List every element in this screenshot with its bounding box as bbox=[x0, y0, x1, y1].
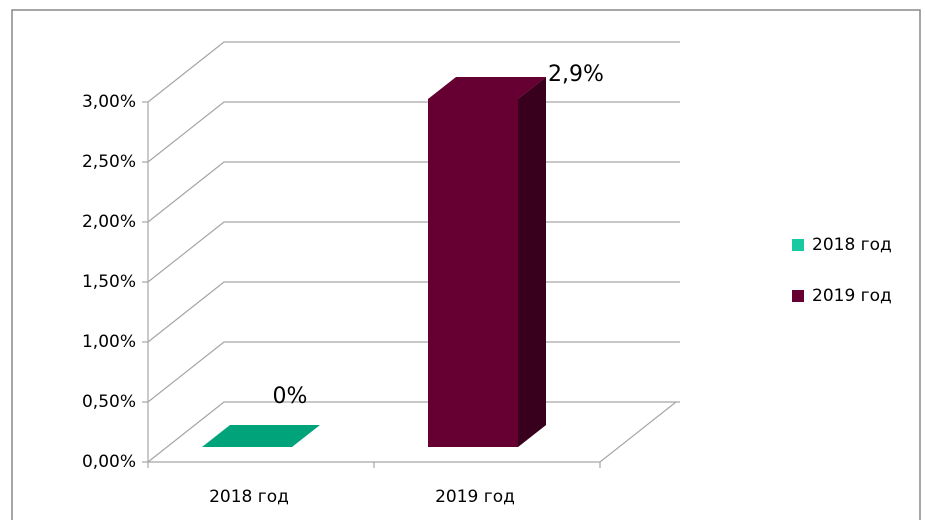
bar-side-shade bbox=[518, 77, 546, 447]
grid-line bbox=[147, 101, 680, 163]
grid-line bbox=[147, 341, 680, 403]
legend-swatch bbox=[792, 290, 804, 302]
bar-side bbox=[518, 77, 546, 447]
bar-top bbox=[202, 425, 320, 447]
y-tick-label: 2,00% bbox=[82, 212, 136, 232]
legend-label: 2018 год bbox=[812, 235, 892, 255]
y-tick-label: 0,50% bbox=[82, 392, 136, 412]
data-label: 0% bbox=[273, 384, 308, 409]
legend-swatch bbox=[792, 239, 804, 251]
grid-line bbox=[147, 41, 680, 103]
x-tick-label: 2019 год bbox=[435, 487, 515, 507]
data-label: 2,9% bbox=[548, 62, 604, 87]
x-tick-label: 2018 год bbox=[209, 487, 289, 507]
y-tick-label: 1,50% bbox=[82, 272, 136, 292]
y-tick-label: 0,00% bbox=[82, 452, 136, 472]
grid-line bbox=[147, 221, 680, 283]
chart-border bbox=[11, 9, 921, 520]
y-tick-label: 1,00% bbox=[82, 332, 136, 352]
grid-line bbox=[147, 281, 680, 343]
bar-top bbox=[428, 77, 546, 99]
grid-line bbox=[147, 161, 680, 223]
bar-front bbox=[428, 99, 518, 447]
legend-label: 2019 год bbox=[812, 286, 892, 306]
y-tick-label: 3,00% bbox=[82, 92, 136, 112]
y-tick-label: 2,50% bbox=[82, 152, 136, 172]
